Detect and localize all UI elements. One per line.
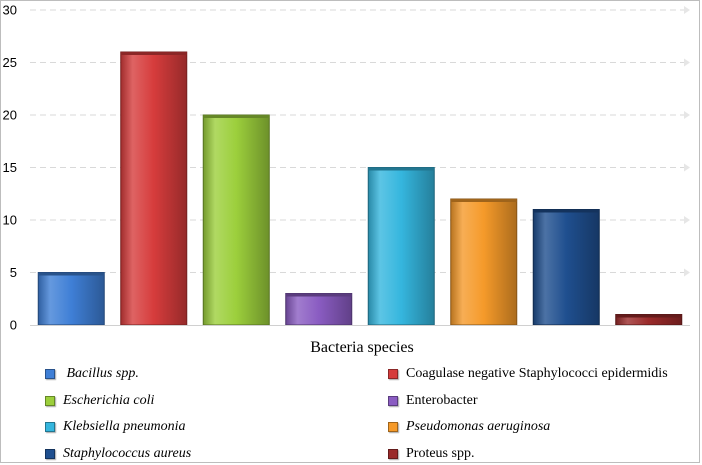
legend: Bacillus spp. Coagulase negative Staphylo… — [0, 362, 702, 462]
legend-item: Proteus spp. — [388, 444, 474, 464]
legend-label: Enterobacter — [406, 392, 478, 408]
bar-top-edge — [533, 209, 600, 213]
legend-item: Coagulase negative Staphylococci epiderm… — [388, 364, 668, 384]
legend-label: Proteus spp. — [406, 445, 475, 461]
gridline-arrow — [684, 58, 690, 67]
legend-swatch — [388, 448, 398, 459]
y-tick-label: 15 — [3, 160, 17, 175]
gridline-arrow — [684, 216, 690, 224]
legend-item: Bacillus spp. — [45, 364, 139, 384]
legend-item: Staphylococcus aureus — [45, 444, 191, 464]
bar — [367, 167, 435, 326]
y-tick-label: 0 — [10, 318, 17, 333]
legend-swatch — [45, 369, 55, 379]
legend-swatch — [388, 369, 398, 379]
legend-swatch — [45, 448, 55, 459]
legend-swatch — [388, 422, 398, 432]
legend-item: Enterobacter — [388, 391, 478, 411]
bar-top-edge — [285, 293, 352, 297]
legend-label: Staphylococcus aureus — [63, 445, 192, 461]
bar-chart: 0 5 10 15 20 25 30 Bacteria species — [3, 3, 690, 356]
bar — [450, 198, 518, 326]
bar-top-edge — [368, 167, 435, 171]
bars — [37, 51, 683, 326]
bar — [285, 293, 353, 326]
y-tick-label: 25 — [3, 55, 17, 70]
gridline-arrow — [684, 6, 690, 14]
bar-top-edge — [120, 52, 187, 55]
legend-swatch — [45, 422, 55, 432]
y-axis-ticks: 0 5 10 15 20 25 30 — [3, 3, 17, 333]
y-tick-label: 30 — [3, 3, 17, 18]
gridline-arrow — [684, 111, 690, 119]
legend-label: Bacillus spp. — [63, 366, 139, 381]
gridline-arrow — [684, 163, 690, 172]
x-axis-label: Bacteria species — [310, 339, 414, 356]
y-tick-label: 5 — [10, 265, 17, 280]
legend-item: Klebsiella pneumonia — [45, 417, 186, 437]
legend-swatch — [45, 395, 55, 406]
bar-top-edge — [615, 314, 682, 318]
legend-item: Pseudomonas aeruginosa — [388, 417, 550, 437]
y-tick-label: 10 — [3, 213, 17, 228]
bar-top-edge — [450, 199, 517, 202]
bar-top-edge — [38, 272, 105, 276]
y-tick-label: 20 — [3, 108, 17, 123]
bar — [120, 51, 188, 326]
legend-item: Escherichia coli — [45, 391, 154, 411]
legend-swatch — [388, 395, 398, 406]
legend-label: Pseudomonas aeruginosa — [406, 419, 551, 434]
legend-label: Klebsiella pneumonia — [63, 419, 186, 434]
legend-label: Escherichia coli — [63, 392, 155, 408]
legend-label: Coagulase negative Staphylococci epiderm… — [406, 366, 668, 381]
gridline-arrow — [684, 268, 690, 277]
bar-top-edge — [203, 115, 270, 118]
bar — [532, 209, 600, 326]
bar — [37, 272, 105, 326]
bar — [202, 114, 270, 326]
